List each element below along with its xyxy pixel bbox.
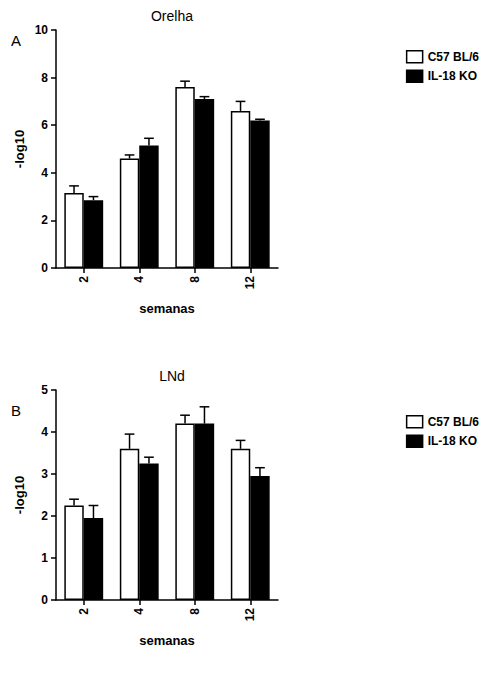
svg-text:4: 4 (41, 425, 48, 439)
svg-text:12: 12 (243, 608, 257, 622)
svg-text:2: 2 (77, 276, 91, 283)
svg-text:0: 0 (41, 593, 48, 607)
svg-text:-log10: -log10 (12, 476, 27, 514)
svg-text:8: 8 (188, 276, 202, 283)
svg-text:5: 5 (41, 383, 48, 397)
svg-text:2: 2 (41, 213, 48, 227)
svg-text:4: 4 (132, 276, 146, 283)
svg-text:-log10: -log10 (12, 130, 27, 168)
svg-text:4: 4 (132, 608, 146, 615)
svg-text:IL-18 KO: IL-18 KO (428, 69, 477, 83)
svg-text:4: 4 (41, 166, 48, 180)
svg-text:Orelha: Orelha (151, 8, 193, 24)
svg-text:12: 12 (243, 276, 257, 290)
svg-text:8: 8 (188, 608, 202, 615)
svg-text:C57 BL/6: C57 BL/6 (428, 415, 480, 429)
svg-text:semanas: semanas (139, 301, 195, 316)
svg-text:2: 2 (41, 509, 48, 523)
svg-text:C57 BL/6: C57 BL/6 (428, 50, 480, 64)
svg-text:A: A (11, 32, 21, 49)
svg-text:8: 8 (41, 71, 48, 85)
svg-text:10: 10 (35, 23, 49, 37)
svg-text:2: 2 (77, 608, 91, 615)
svg-text:3: 3 (41, 467, 48, 481)
svg-text:semanas: semanas (139, 633, 195, 648)
svg-text:1: 1 (41, 551, 48, 565)
svg-text:6: 6 (41, 118, 48, 132)
svg-text:IL-18 KO: IL-18 KO (428, 434, 477, 448)
svg-text:LNd: LNd (159, 368, 185, 384)
svg-text:B: B (11, 402, 21, 419)
svg-text:0: 0 (41, 261, 48, 275)
